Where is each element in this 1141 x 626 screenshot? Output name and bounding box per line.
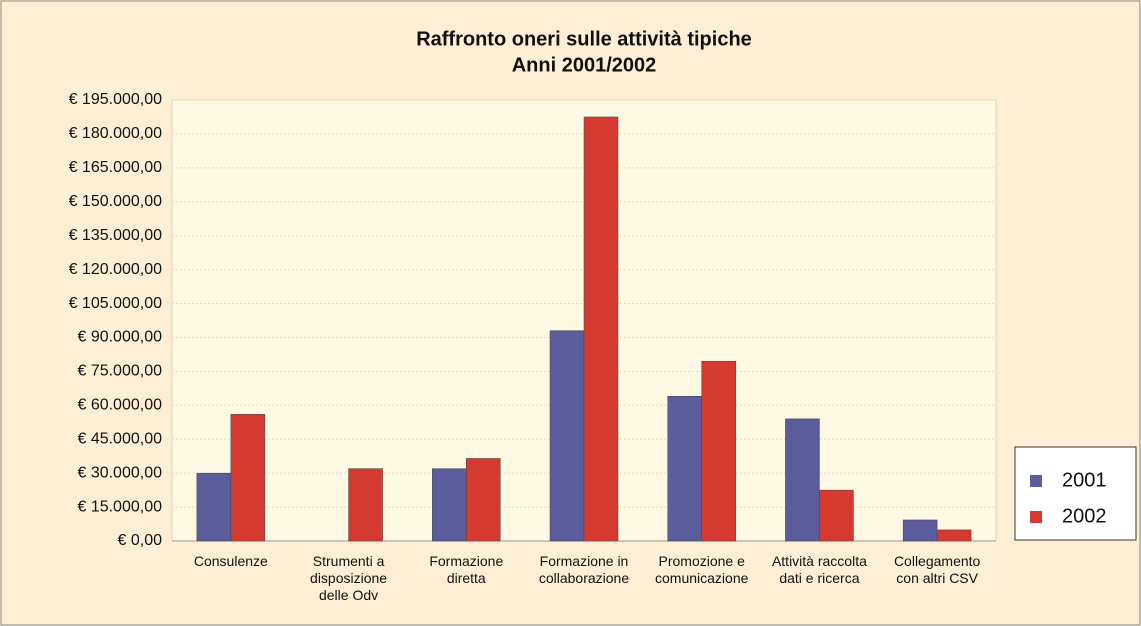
bar <box>466 458 501 542</box>
legend-marker <box>1030 475 1042 487</box>
y-tick-label: € 75.000,00 <box>77 363 162 380</box>
x-tick-label: Formazione diretta <box>429 553 504 586</box>
y-tick-label: € 15.000,00 <box>77 498 162 515</box>
y-tick-label: € 135.000,00 <box>69 227 163 244</box>
y-tick-label: € 105.000,00 <box>69 295 163 312</box>
bar <box>583 116 619 542</box>
bar <box>348 468 383 542</box>
y-tick-label: € 120.000,00 <box>69 261 163 278</box>
bar <box>936 529 972 542</box>
bar <box>549 330 585 542</box>
y-tick-label: € 60.000,00 <box>77 397 162 414</box>
y-tick-label: € 45.000,00 <box>77 430 162 447</box>
bar <box>432 468 467 542</box>
legend-label: 2002 <box>1062 505 1107 527</box>
x-tick-label: Promozione e comunicazione <box>655 553 749 586</box>
bar <box>230 414 266 542</box>
chart-subtitle: Anni 2001/2002 <box>512 54 657 76</box>
y-tick-label: € 150.000,00 <box>69 193 163 210</box>
x-tick-label: Formazione in collaborazione <box>538 553 630 586</box>
y-tick-label: € 30.000,00 <box>77 464 162 481</box>
chart-title: Raffronto oneri sulle attività tipiche <box>416 28 752 50</box>
legend-label: 2001 <box>1062 469 1107 491</box>
x-tick-label: Consulenze <box>193 553 268 569</box>
x-tick-label: Strumenti a disposizione delle Odv <box>310 553 388 603</box>
x-tick-label: Attività raccolta dati e ricerca <box>771 553 867 586</box>
legend <box>1014 446 1137 541</box>
bar <box>902 519 938 542</box>
bar <box>701 360 736 542</box>
y-tick-label: € 90.000,00 <box>77 329 162 346</box>
legend-marker <box>1030 511 1042 523</box>
x-tick-label: Collegamento con altri CSV <box>893 553 981 586</box>
bar <box>196 472 232 542</box>
y-tick-label: € 195.000,00 <box>69 91 163 108</box>
bar <box>667 396 702 542</box>
y-tick-label: € 0,00 <box>118 532 163 549</box>
y-tick-label: € 180.000,00 <box>69 125 163 142</box>
bar <box>785 418 820 542</box>
y-tick-label: € 165.000,00 <box>69 159 163 176</box>
bar <box>819 489 854 542</box>
